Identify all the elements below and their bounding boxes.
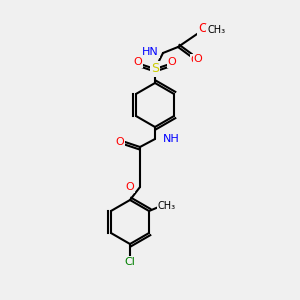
Text: O: O bbox=[134, 57, 142, 67]
Text: O: O bbox=[190, 55, 200, 65]
Text: O: O bbox=[168, 57, 176, 67]
Text: O: O bbox=[194, 54, 202, 64]
Text: CH₃: CH₃ bbox=[158, 201, 176, 211]
Text: NH: NH bbox=[163, 134, 180, 144]
Text: O: O bbox=[198, 22, 208, 35]
Text: O: O bbox=[126, 182, 134, 192]
Text: O: O bbox=[116, 137, 124, 147]
Text: Cl: Cl bbox=[124, 257, 135, 267]
Text: S: S bbox=[151, 62, 159, 76]
Text: HN: HN bbox=[142, 47, 159, 57]
Text: O: O bbox=[200, 27, 208, 37]
Text: CH₃: CH₃ bbox=[207, 25, 225, 35]
